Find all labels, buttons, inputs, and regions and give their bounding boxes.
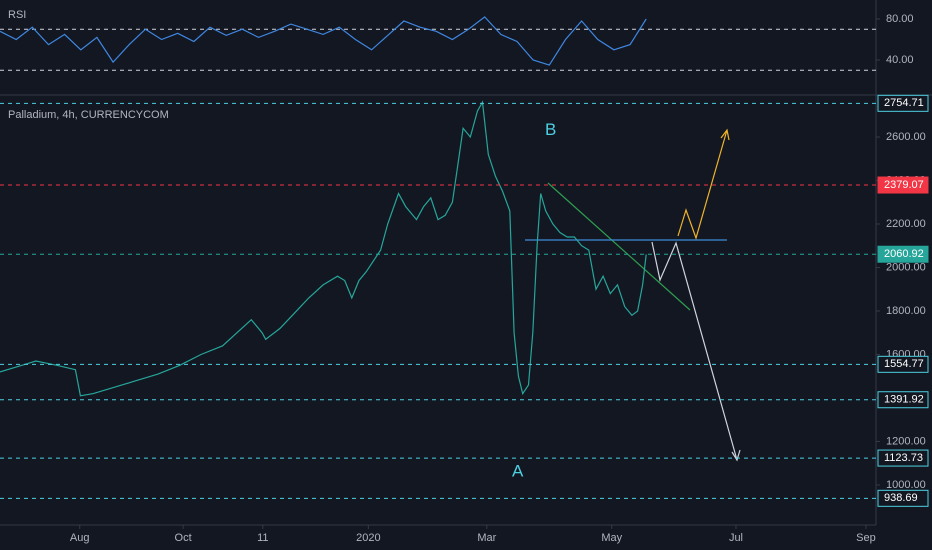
- level-label: 2379.07: [884, 179, 924, 191]
- y-tick-label: 40.00: [886, 54, 914, 66]
- x-tick-label: May: [601, 532, 622, 544]
- x-tick-label: Oct: [175, 532, 192, 544]
- level-label: 2754.71: [884, 97, 924, 109]
- level-label: 938.69: [884, 492, 918, 504]
- level-label-box: [877, 391, 929, 409]
- level-label-box: [877, 94, 929, 112]
- arrow-head: [731, 449, 741, 462]
- y-tick-label: 2000.00: [886, 261, 926, 273]
- x-tick-label: Jul: [729, 532, 743, 544]
- level-label-box: [877, 245, 929, 263]
- x-tick-label: 11: [257, 532, 268, 544]
- level-label: 1123.73: [884, 452, 923, 464]
- drawings: [525, 128, 741, 462]
- x-tick-label: Mar: [477, 532, 496, 544]
- x-tick-label: Sep: [856, 532, 876, 544]
- level-label-box: [877, 489, 929, 507]
- price-line: [0, 16, 647, 66]
- y-tick-label: 2200.00: [886, 218, 926, 230]
- level-label: 2060.92: [884, 248, 924, 260]
- annotation: B: [545, 120, 556, 139]
- level-label-box: [877, 355, 929, 373]
- y-tick-label: 2600.00: [886, 131, 926, 143]
- rsi-title: RSI: [8, 9, 26, 21]
- bull-path: [677, 129, 728, 240]
- level-label: 1554.77: [884, 358, 924, 370]
- y-tick-label: 80.00: [886, 13, 914, 25]
- level-label: 1391.92: [884, 394, 924, 406]
- chart-title: Palladium, 4h, CURRENCYCOM: [8, 109, 169, 121]
- annotation: A: [512, 461, 524, 480]
- x-tick-label: 2020: [356, 532, 380, 544]
- trend-line: [547, 182, 691, 311]
- y-tick-label: 1200.00: [886, 435, 926, 447]
- y-tick-label: 1000.00: [886, 479, 926, 491]
- arrow-head: [720, 128, 730, 141]
- bear-path: [651, 241, 738, 461]
- level-label-box: [877, 176, 929, 194]
- y-tick-label: 1800.00: [886, 305, 926, 317]
- level-label-box: [877, 449, 929, 467]
- x-tick-label: Aug: [70, 532, 90, 544]
- price-line: [0, 100, 647, 397]
